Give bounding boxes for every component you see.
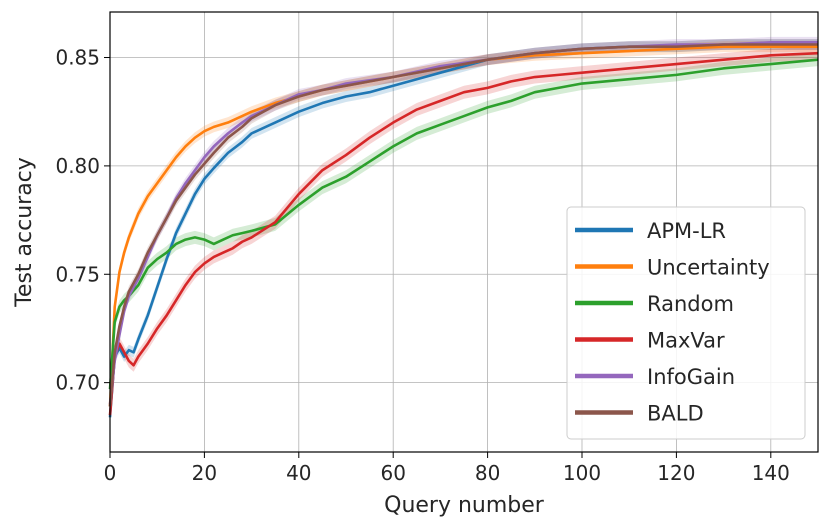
y-tick-label: 0.75	[55, 262, 100, 286]
series-line-bald	[108, 43, 818, 407]
legend-label-infogain: InfoGain	[647, 365, 735, 389]
y-axis-label: Test accuracy	[12, 157, 37, 308]
y-tick-label: 0.85	[55, 46, 100, 70]
band-random	[110, 53, 818, 396]
plot-frame	[109, 11, 819, 453]
series-line-maxvar	[108, 51, 819, 416]
x-tick-label: 140	[752, 461, 790, 485]
y-axis-ticks: 0.70 0.75 0.80 0.85	[55, 46, 110, 395]
x-axis-label: Query number	[384, 493, 545, 518]
legend-label-uncertainty: Uncertainty	[647, 256, 770, 280]
x-tick-label: 20	[192, 461, 217, 485]
legend-label-bald: BALD	[647, 402, 704, 426]
x-tick-label: 40	[286, 461, 311, 485]
legend-label-random: Random	[647, 292, 734, 316]
x-tick-label: 80	[475, 461, 500, 485]
legend-label-apm-lr: APM-LR	[647, 219, 726, 243]
legend-label-maxvar: MaxVar	[647, 329, 725, 353]
band-maxvar	[110, 46, 818, 422]
series-line-uncertainty	[108, 45, 818, 407]
x-tick-label: 120	[657, 461, 695, 485]
legend: APM-LR Uncertainty Random MaxVar InfoGain BAL…	[566, 206, 806, 440]
confidence-bands	[110, 36, 818, 423]
series-lines	[108, 41, 819, 418]
y-tick-label: 0.70	[55, 371, 100, 395]
x-tick-label: 100	[563, 461, 601, 485]
x-axis-ticks: 0 20 40 60 80 100 120 140	[104, 452, 790, 485]
x-tick-label: 0	[104, 461, 117, 485]
y-tick-label: 0.80	[55, 154, 100, 178]
series-line-random	[108, 58, 819, 390]
x-tick-label: 60	[380, 461, 405, 485]
